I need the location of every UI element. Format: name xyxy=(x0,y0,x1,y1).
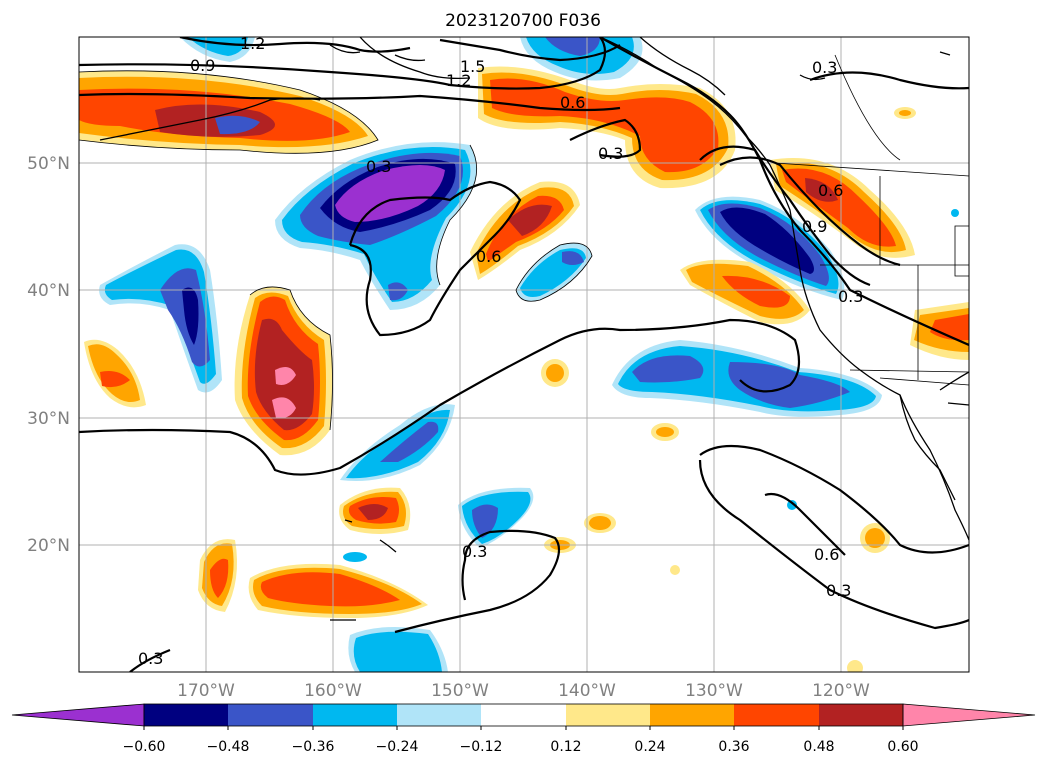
negative-anomaly-mid xyxy=(340,404,455,481)
lon-tick-label: 120°W xyxy=(812,681,870,701)
positive-anomaly-far-west xyxy=(84,339,146,408)
colorbar-segment xyxy=(734,704,819,726)
negative-anomaly-central xyxy=(275,142,477,310)
contour-label: 1.5 xyxy=(460,57,485,76)
contour-label: 1.2 xyxy=(240,34,265,53)
colorbar-ticks: −0.60 −0.48 −0.36 −0.24 −0.12 0.12 0.24 … xyxy=(123,739,919,755)
lat-tick-label: 20°N xyxy=(27,536,70,556)
lon-tick-label: 170°W xyxy=(177,681,235,701)
colorbar-segments xyxy=(11,703,1036,730)
colorbar-tick-label: −0.36 xyxy=(292,739,335,755)
colorbar-tick-label: −0.12 xyxy=(460,739,503,755)
colorbar-segment xyxy=(313,704,397,726)
colorbar-segment xyxy=(397,704,481,726)
lon-tick-label: 160°W xyxy=(304,681,362,701)
lat-tick-label: 50°N xyxy=(27,154,70,174)
negative-anomaly-south xyxy=(348,626,448,672)
positive-anomaly-west xyxy=(234,286,333,456)
contour-lines xyxy=(79,37,969,672)
positive-anomaly-hawaii xyxy=(339,487,411,534)
colorbar-outline xyxy=(143,703,904,727)
positive-anomaly-central-east xyxy=(470,181,580,280)
map-frame xyxy=(78,36,970,673)
contour-label: 0.3 xyxy=(826,581,851,600)
colorbar-segment xyxy=(650,704,734,726)
colorbar-tick-label: −0.24 xyxy=(376,739,419,755)
coastlines xyxy=(99,37,969,621)
colorbar-segment xyxy=(819,704,903,726)
colorbar-segment xyxy=(481,704,566,726)
contour-label: 0.9 xyxy=(802,217,827,236)
colorbar-tick-label: 0.24 xyxy=(634,739,665,755)
colorbar-segment xyxy=(902,703,1036,727)
negative-anomaly-small-east xyxy=(516,243,592,302)
colorbar-tick-label: 0.36 xyxy=(718,739,749,755)
contour-label: 0.3 xyxy=(812,58,837,77)
colorbar-tick-label: −0.60 xyxy=(123,739,166,755)
colorbar-tick-label: 0.60 xyxy=(887,739,918,755)
contour-label: 0.3 xyxy=(838,287,863,306)
lon-tick-label: 140°W xyxy=(558,681,616,701)
lat-tick-label: 30°N xyxy=(27,409,70,429)
contour-label: 0.6 xyxy=(818,181,843,200)
colorbar-segment xyxy=(228,704,313,726)
colorbar-tick-label: 0.12 xyxy=(550,739,581,755)
map-title: 2023120700 F036 xyxy=(445,11,601,31)
negative-anomaly-tropical xyxy=(458,487,534,548)
colorbar-segment xyxy=(144,704,228,726)
negative-anomaly-west xyxy=(99,244,222,393)
political-borders xyxy=(774,54,969,386)
longitude-labels: 170°W 160°W 150°W 140°W 130°W 120°W xyxy=(177,681,870,701)
colorbar-tick-label: 0.48 xyxy=(803,739,834,755)
contour-label: 0.3 xyxy=(462,542,487,561)
lon-tick-label: 150°W xyxy=(431,681,489,701)
contour-label: 1.2 xyxy=(446,71,471,90)
contour-label: 0.6 xyxy=(814,545,839,564)
contour-label: 0.3 xyxy=(366,157,391,176)
contour-label: 0.3 xyxy=(138,649,163,668)
map-panel: 1.2 0.9 1.5 1.2 0.6 0.3 0.3 0.6 0.6 0.9 … xyxy=(78,34,970,673)
colorbar: −0.60 −0.48 −0.36 −0.24 −0.12 0.12 0.24 … xyxy=(11,703,1036,755)
colorbar-tick-label: −0.48 xyxy=(207,739,250,755)
contour-labels: 1.2 0.9 1.5 1.2 0.6 0.3 0.3 0.6 0.6 0.9 … xyxy=(138,34,863,668)
colorbar-segment xyxy=(566,704,650,726)
positive-anomaly-south xyxy=(198,539,428,618)
contour-label: 0.6 xyxy=(476,247,501,266)
shading-outlines xyxy=(79,70,593,431)
contour-label: 0.6 xyxy=(560,93,585,112)
contour-label: 0.3 xyxy=(598,144,623,163)
latitude-labels: 50°N 40°N 30°N 20°N xyxy=(27,154,70,556)
graticule xyxy=(79,37,969,672)
contour-label: 0.9 xyxy=(190,56,215,75)
lat-tick-label: 40°N xyxy=(27,281,70,301)
colorbar-segment xyxy=(11,703,145,727)
lon-tick-label: 130°W xyxy=(685,681,743,701)
